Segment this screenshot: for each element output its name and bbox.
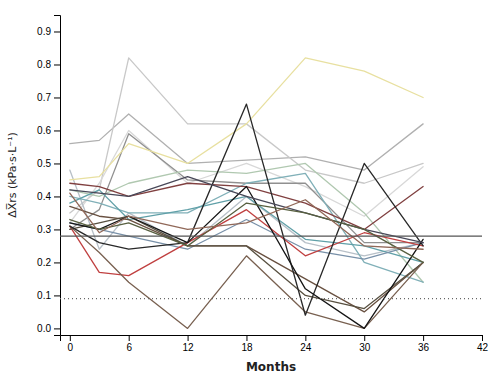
tick: 0.7 [37, 92, 60, 103]
tick: 0.4 [37, 191, 60, 202]
tick-label: 0.7 [37, 92, 51, 103]
tick-label: 30 [359, 342, 371, 353]
tick-mark [54, 64, 60, 65]
y-axis: 0.0 0.1 0.2 0.3 0.4 0.5 0.6 0.7 0.8 0.9 [37, 16, 60, 336]
tick: 0.8 [37, 59, 60, 70]
tick-label: 0.4 [37, 191, 51, 202]
tick: 0.2 [37, 257, 60, 268]
tick-mark [54, 196, 60, 197]
plot: 061218243036420.00.10.20.30.40.50.60.70.… [6, 16, 489, 375]
tick: 0.6 [37, 125, 60, 136]
tick-mark [54, 328, 60, 329]
tick-mark [54, 130, 60, 131]
y-axis-title: ΔX̅rs (kPa·s·L⁻¹) [6, 132, 19, 218]
tick-mark [305, 335, 306, 341]
tick: 6 [126, 335, 132, 353]
tick: 42 [477, 335, 489, 353]
tick-label: 36 [418, 342, 430, 353]
reference-line [60, 235, 482, 236]
tick-label: 0 [68, 342, 74, 353]
tick-mark [54, 262, 60, 263]
tick-mark [129, 335, 130, 341]
tick: 24 [300, 335, 312, 353]
tick-label: 12 [183, 342, 195, 353]
series-line [70, 190, 423, 263]
tick-label: 42 [477, 342, 489, 353]
tick: 0.0 [37, 323, 60, 334]
series-line [70, 173, 423, 282]
tick-label: 24 [300, 342, 312, 353]
tick-label: 0.1 [37, 290, 51, 301]
x-axis-line [61, 336, 483, 342]
tick: 0.1 [37, 290, 60, 301]
tick: 0.3 [37, 224, 60, 235]
tick-label: 6 [126, 342, 132, 353]
tick-mark [423, 335, 424, 341]
tick-mark [54, 31, 60, 32]
reference-line [60, 298, 482, 299]
x-axis: 0 6 12 18 24 30 36 42 [61, 335, 489, 353]
tick: 0 [68, 335, 74, 353]
tick-label: 0.0 [37, 323, 51, 334]
tick-label: 0.8 [37, 59, 51, 70]
tick: 36 [418, 335, 430, 353]
tick: 18 [241, 335, 253, 353]
tick: 30 [359, 335, 371, 353]
tick-mark [246, 335, 247, 341]
series-line [70, 58, 423, 213]
tick-mark [70, 335, 71, 341]
tick-mark [188, 335, 189, 341]
tick-mark [54, 97, 60, 98]
series-line [70, 226, 423, 328]
tick: 12 [183, 335, 195, 353]
tick-label: 0.6 [37, 125, 51, 136]
marks [60, 58, 482, 329]
x-axis-title: Months [246, 360, 296, 374]
series-line [70, 187, 423, 329]
tick-mark [54, 295, 60, 296]
tick-label: 0.5 [37, 158, 51, 169]
series-line [70, 58, 423, 180]
tick-label: 0.2 [37, 257, 51, 268]
series-line [70, 163, 423, 282]
tick: 0.5 [37, 158, 60, 169]
series-line [70, 193, 423, 249]
series-line [70, 104, 423, 315]
tick-mark [482, 335, 483, 341]
tick-label: 18 [241, 342, 253, 353]
tick-mark [54, 229, 60, 230]
tick-mark [54, 163, 60, 164]
tick-mark [364, 335, 365, 341]
tick-label: 0.9 [37, 26, 51, 37]
chart: 061218243036420.00.10.20.30.40.50.60.70.… [0, 0, 500, 383]
tick: 0.9 [37, 26, 60, 37]
y-axis-line [54, 16, 61, 336]
tick-label: 0.3 [37, 224, 51, 235]
series-line [70, 130, 423, 222]
series-line [70, 203, 423, 262]
